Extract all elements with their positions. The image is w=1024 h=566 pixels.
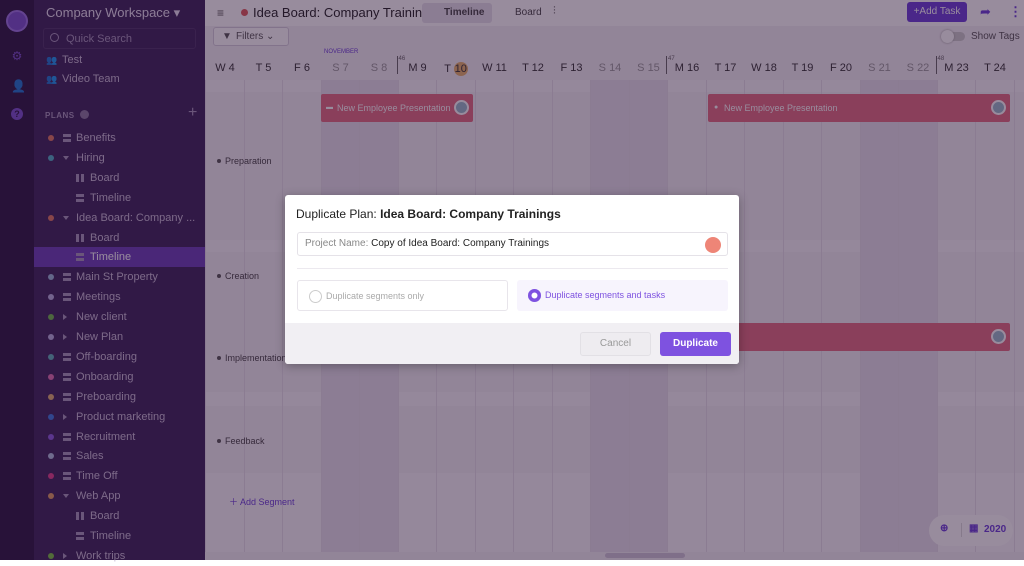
- duplicate-plan-dialog: Duplicate Plan: Idea Board: Company Trai…: [285, 195, 739, 364]
- project-name-field[interactable]: Project Name: Copy of Idea Board: Compan…: [297, 232, 728, 256]
- radio-unchecked[interactable]: [309, 290, 322, 303]
- duplicate-button[interactable]: Duplicate: [660, 332, 731, 356]
- divider: [297, 268, 728, 269]
- cancel-button[interactable]: Cancel: [580, 332, 651, 356]
- dialog-title: Duplicate Plan: Idea Board: Company Trai…: [296, 207, 561, 221]
- option-segments-only[interactable]: Duplicate segments only: [297, 280, 508, 311]
- dialog-footer: Cancel Duplicate: [285, 323, 739, 364]
- option-segments-and-tasks[interactable]: Duplicate segments and tasks: [517, 280, 728, 311]
- radio-checked[interactable]: [528, 289, 541, 302]
- project-color-picker[interactable]: [705, 237, 721, 253]
